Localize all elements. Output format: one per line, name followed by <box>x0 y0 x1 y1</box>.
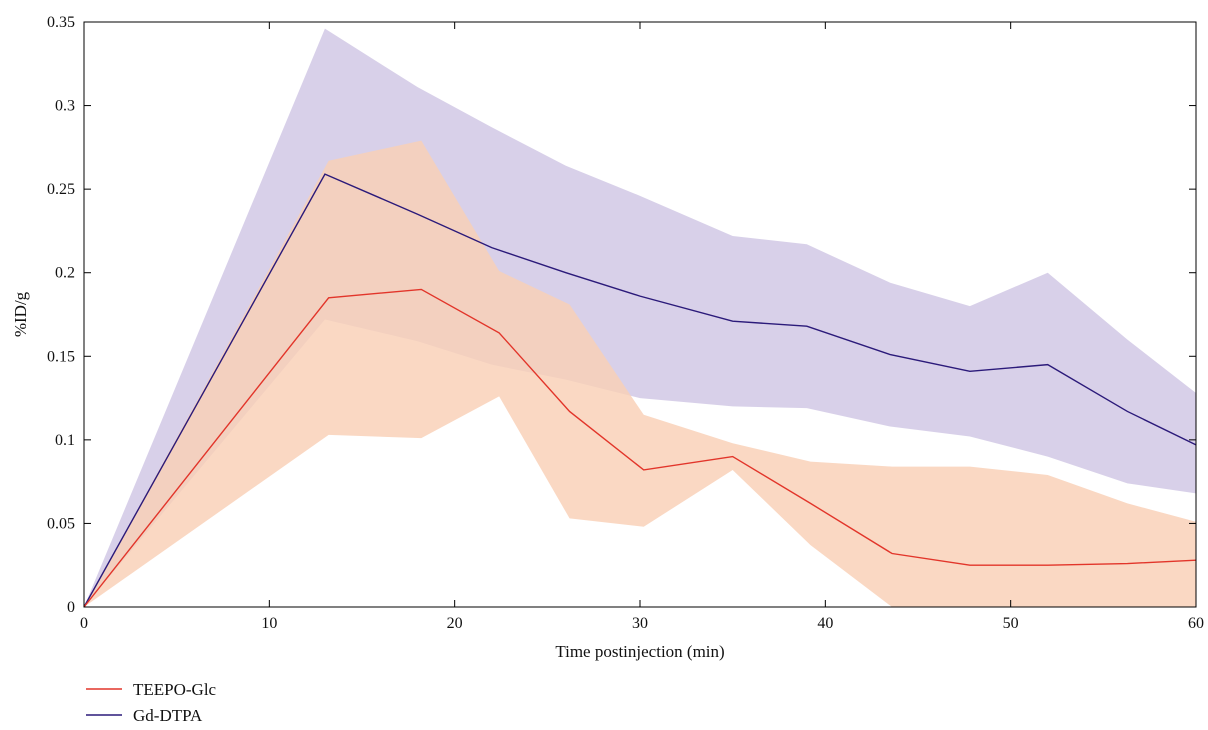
ticks-layer: 0 10 20 30 40 50 60 0 0.05 0.1 0.15 0.2 0.25 0.3 0.35 <box>47 14 1204 632</box>
x-axis-label: Time postinjection (min) <box>555 642 724 661</box>
y-axis-label: %ID/g <box>11 291 30 337</box>
x-tick-label: 20 <box>447 615 463 632</box>
series-line-0 <box>83 173 1197 608</box>
legend-label: Gd-DTPA <box>133 706 203 725</box>
series-line-1 <box>83 288 1197 608</box>
x-tick-label: 50 <box>1003 615 1019 632</box>
x-tick-label: 0 <box>80 615 88 632</box>
x-tick-label: 40 <box>817 615 833 632</box>
y-tick-label: 0.3 <box>55 98 75 115</box>
legend-label: TEEPO-Glc <box>133 680 217 699</box>
y-tick-label: 0.15 <box>47 348 75 365</box>
x-tick-label: 30 <box>632 615 648 632</box>
bands-layer <box>84 28 1196 607</box>
legend: TEEPO-Glc Gd-DTPA <box>86 680 217 725</box>
error-band-1 <box>84 140 1196 607</box>
y-tick-label: 0.05 <box>47 515 75 532</box>
y-tick-label: 0.35 <box>47 14 75 31</box>
lines-layer <box>83 173 1197 608</box>
y-tick-label: 0.2 <box>55 265 75 282</box>
x-tick-label: 10 <box>261 615 277 632</box>
y-tick-label: 0.1 <box>55 432 75 449</box>
x-tick-label: 60 <box>1188 615 1204 632</box>
y-tick-label: 0.25 <box>47 181 75 198</box>
y-tick-label: 0 <box>67 599 75 616</box>
